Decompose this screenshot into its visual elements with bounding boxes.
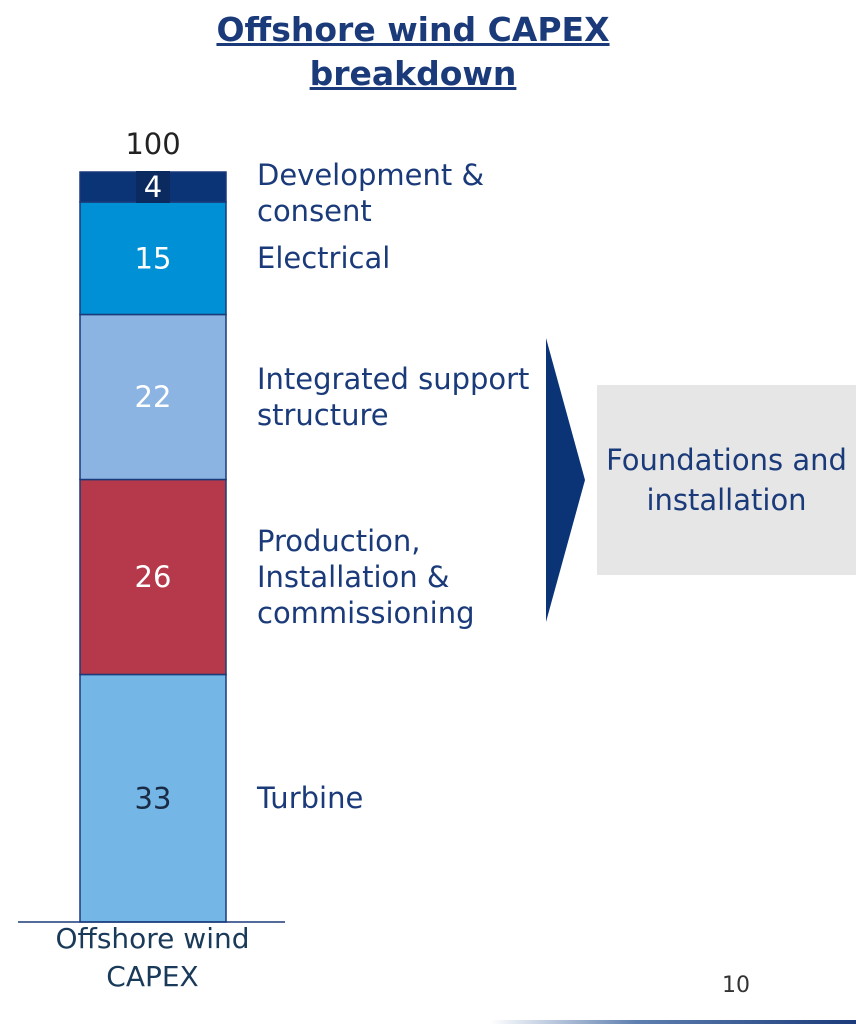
value-label: 33	[135, 781, 172, 815]
series-label: Production, Installation & commissioning	[257, 524, 475, 630]
arrow	[546, 338, 585, 622]
value-label: 15	[135, 241, 172, 275]
series-label: Development & consent	[257, 158, 485, 228]
series-label: Integrated support structure	[257, 362, 530, 432]
annotation-box	[597, 385, 856, 575]
page-number: 10	[722, 973, 750, 998]
annotation-text: Foundations and installation	[606, 443, 847, 517]
bar-segment	[79, 201, 227, 316]
value-label-bg	[136, 171, 170, 203]
value-label: 4	[144, 170, 162, 204]
series-label: Electrical	[257, 241, 391, 276]
bar-segment	[79, 478, 227, 676]
bar-segment	[79, 673, 227, 923]
annotation: Foundations and installation	[597, 385, 856, 575]
series-label: Turbine	[257, 781, 364, 816]
total-label: 100	[125, 127, 180, 161]
value-label: 22	[135, 380, 172, 414]
footer-line	[490, 1020, 856, 1024]
chart-title: Offshore wind CAPEX breakdown	[216, 10, 610, 93]
value-label: 26	[135, 560, 172, 594]
x-tick-label: Offshore wind CAPEX	[55, 922, 250, 993]
